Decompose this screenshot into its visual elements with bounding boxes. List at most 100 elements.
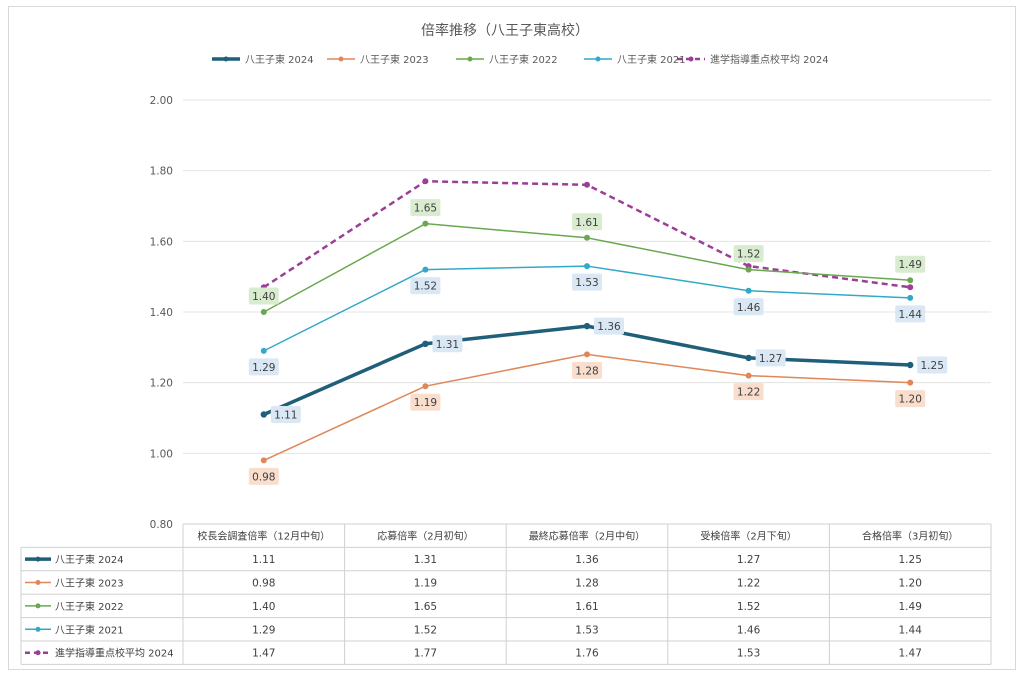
legend-label: 八王子東 2023 xyxy=(360,53,429,66)
data-point xyxy=(422,340,429,347)
data-label-box xyxy=(755,349,786,367)
data-point xyxy=(745,287,752,294)
data-label: 1.52 xyxy=(737,249,760,261)
table-cell: 1.19 xyxy=(414,578,437,590)
table-legend-marker xyxy=(35,580,41,585)
data-point xyxy=(583,322,591,330)
data-label: 1.52 xyxy=(414,281,437,293)
data-label-box xyxy=(410,199,441,217)
table-legend-marker xyxy=(35,603,41,609)
data-label: 1.65 xyxy=(414,203,437,215)
data-label-box xyxy=(270,405,301,423)
line-chart: 倍率推移（八王子東高校） 八王子東 2024 八王子東 2023 八王子東 2022… xyxy=(20,22,992,665)
data-point xyxy=(260,309,267,315)
table-cell: 1.27 xyxy=(737,554,760,566)
y-tick-label: 1.40 xyxy=(150,307,173,319)
table-cell: 1.44 xyxy=(899,624,923,636)
data-point xyxy=(260,457,267,464)
table-row-label: 八王子東 2021 xyxy=(55,623,124,636)
legend-marker xyxy=(223,56,229,62)
data-point xyxy=(907,294,914,301)
data-label: 1.11 xyxy=(274,409,297,421)
chart-frame: 倍率推移（八王子東高校） 八王子東 2024 八王子東 2023 八王子東 2022… xyxy=(8,6,1016,670)
data-label-box xyxy=(248,358,279,376)
data-label-box xyxy=(733,245,764,263)
data-point xyxy=(745,372,752,379)
legend-label: 進学指導重点校平均 2024 xyxy=(710,53,829,66)
data-point xyxy=(907,277,914,284)
table-cell: 1.25 xyxy=(899,554,922,566)
data-label: 1.22 xyxy=(737,387,760,399)
table-row-label: 八王子東 2023 xyxy=(55,577,124,590)
table-cell: 1.31 xyxy=(414,554,437,566)
table-cell: 1.46 xyxy=(737,624,761,636)
grid xyxy=(183,99,991,454)
table-header-cell: 受検倍率（2月下旬） xyxy=(700,530,796,543)
table-header-cell: 校長会調査倍率（12月中旬） xyxy=(197,530,330,543)
data-label: 1.29 xyxy=(252,362,275,374)
y-axis: 0.80 1.00 1.20 1.40 1.60 1.80 2.00 xyxy=(150,95,173,531)
data-label-box xyxy=(572,273,602,291)
table-cell: 1.53 xyxy=(737,648,760,660)
table-cell: 1.76 xyxy=(575,648,599,660)
table-cell: 1.49 xyxy=(899,601,922,613)
legend-label: 八王子東 2021 xyxy=(617,53,686,66)
table-row-label: 八王子東 2024 xyxy=(55,553,124,566)
data-label: 1.36 xyxy=(597,321,621,333)
data-point xyxy=(745,354,752,362)
table-cell: 1.20 xyxy=(899,578,922,590)
data-label-box xyxy=(432,335,463,353)
table-row-label: 八王子東 2022 xyxy=(55,600,124,613)
table-cell: 1.28 xyxy=(575,578,598,590)
data-point xyxy=(584,263,590,270)
y-tick-label: 1.60 xyxy=(150,236,173,248)
data-label-box xyxy=(733,298,764,316)
table-row-label: 進学指導重点校平均 2024 xyxy=(55,647,174,660)
table-legend-marker xyxy=(35,650,41,656)
y-tick-label: 1.80 xyxy=(150,166,173,178)
data-label: 1.19 xyxy=(414,397,437,409)
data-label-layer: 1.11 1.31 1.36 1.27 1.25 0.98 1.19 1.28 1.22 1.20… xyxy=(248,199,948,485)
data-point xyxy=(422,220,429,227)
data-label: 1.61 xyxy=(575,217,598,229)
data-point xyxy=(584,181,590,188)
data-label: 1.53 xyxy=(575,277,598,289)
data-label: 1.25 xyxy=(921,360,944,372)
table-header-cell: 合格倍率（3月初旬） xyxy=(862,530,958,543)
data-label-box xyxy=(895,390,926,408)
table-cell: 1.53 xyxy=(575,624,598,636)
legend: 八王子東 2024 八王子東 2023 八王子東 2022 八王子東 2021 進学指導… xyxy=(212,53,829,66)
series-line xyxy=(263,180,911,289)
data-point xyxy=(422,383,429,390)
data-label: 1.44 xyxy=(899,309,923,321)
table-legend-marker xyxy=(35,556,41,562)
data-point xyxy=(907,284,914,291)
table-header-cell: 最終応募倍率（2月中旬） xyxy=(529,530,645,543)
data-label-box xyxy=(594,317,624,335)
data-label: 1.20 xyxy=(899,394,922,406)
table-cell: 1.52 xyxy=(737,601,760,613)
data-label: 1.49 xyxy=(899,259,922,271)
data-point xyxy=(422,266,429,273)
data-point xyxy=(907,379,914,386)
data-label-box xyxy=(733,383,764,401)
table-cell: 1.22 xyxy=(737,578,760,590)
data-point xyxy=(260,411,267,418)
data-label-box xyxy=(572,361,602,379)
data-label: 0.98 xyxy=(252,471,275,483)
data-point xyxy=(584,351,590,358)
data-label-box xyxy=(248,467,279,485)
legend-label: 八王子東 2024 xyxy=(245,53,314,66)
table-cell: 1.40 xyxy=(252,601,275,613)
data-point xyxy=(260,347,267,354)
y-tick-label: 1.00 xyxy=(150,448,173,460)
legend-marker xyxy=(595,56,601,62)
data-label-box xyxy=(917,356,948,374)
y-tick-label: 2.00 xyxy=(150,95,173,107)
table-cell: 1.65 xyxy=(414,601,437,613)
data-label: 1.40 xyxy=(252,291,275,303)
data-table: 校長会調査倍率（12月中旬） 応募倍率（2月初旬） 最終応募倍率（2月中旬） 受検倍率… xyxy=(20,523,992,665)
table-cell: 1.77 xyxy=(414,648,437,660)
data-label-box xyxy=(895,255,926,273)
y-tick-label: 0.80 xyxy=(150,519,173,531)
